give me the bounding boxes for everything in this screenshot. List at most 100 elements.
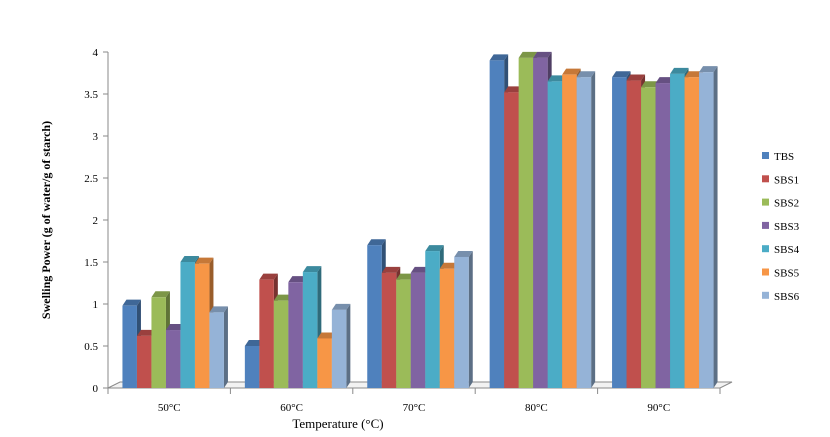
bar-front — [425, 251, 440, 388]
legend-label: SBS6 — [774, 291, 800, 303]
legend-label: SBS4 — [774, 244, 800, 256]
bar-side — [713, 66, 718, 388]
y-tick-label: 1.5 — [84, 257, 98, 269]
bar-top — [410, 266, 430, 273]
bar-top — [518, 51, 538, 58]
legend-item: SBS2 — [762, 198, 799, 210]
bar-top — [454, 250, 473, 257]
bar — [331, 303, 351, 388]
bar-front — [684, 77, 700, 388]
bar-side — [468, 250, 473, 388]
bar-top — [136, 329, 156, 336]
legend-item: SBS4 — [762, 244, 800, 256]
x-tick-label: 70°C — [403, 402, 426, 414]
bar-top — [562, 68, 581, 75]
bar-front — [533, 57, 548, 388]
bar-top — [547, 75, 567, 82]
bar — [454, 250, 473, 388]
bar-side — [223, 306, 228, 388]
bar-front — [410, 272, 426, 388]
bar-top — [533, 51, 552, 58]
bar-front — [209, 312, 224, 388]
bar-front — [259, 279, 274, 388]
bar-top — [626, 74, 646, 81]
bar-top — [244, 340, 264, 346]
bar-front — [381, 272, 397, 388]
bar-top — [122, 299, 141, 306]
bar-front — [655, 83, 671, 388]
bar-top — [259, 273, 278, 280]
bar-front — [136, 335, 152, 388]
bar-front — [396, 279, 411, 388]
bar-top — [209, 306, 228, 313]
bar-front — [122, 305, 137, 388]
legend-label: SBS1 — [774, 174, 799, 186]
y-tick-label: 3 — [93, 131, 99, 143]
legend-label: TBS — [774, 151, 794, 163]
legend-item: SBS5 — [762, 268, 800, 280]
bar-front — [244, 346, 260, 388]
bar-side — [591, 71, 596, 388]
bar-top — [396, 273, 415, 280]
bar-front — [699, 72, 714, 388]
bar-front — [180, 262, 195, 388]
legend-item: TBS — [762, 151, 794, 163]
ticks-layer: 0 0.5 1 1.5 2 2.5 3 3.5 4 50°C 60°C 70°C 80°C 90°C — [84, 47, 721, 414]
bar-side — [346, 303, 351, 388]
bar — [209, 306, 228, 388]
y-tick-label: 2.5 — [84, 173, 98, 185]
bar-top — [489, 54, 509, 61]
legend-item: SBS6 — [762, 291, 800, 303]
bar-front — [562, 74, 577, 389]
legend-swatch — [762, 291, 769, 299]
bar-top — [612, 71, 631, 78]
legend-swatch — [762, 268, 769, 276]
bar-front — [302, 272, 318, 388]
bar-front — [641, 87, 656, 388]
bar-top — [381, 266, 401, 273]
legend-swatch — [762, 221, 769, 229]
bar-top — [670, 67, 689, 74]
bar-front — [518, 57, 534, 388]
bar-top — [684, 71, 704, 78]
bar-top — [425, 245, 444, 252]
bar-top — [504, 86, 523, 93]
bar — [699, 66, 718, 388]
bar-top — [288, 276, 307, 283]
x-tick-label: 50°C — [158, 402, 181, 414]
bar-front — [165, 330, 181, 388]
y-axis-title: Swelling Power (g of water/g of starch) — [39, 121, 53, 319]
bar-front — [331, 309, 347, 388]
legend-swatch — [762, 152, 769, 159]
legend-item: SBS1 — [762, 174, 799, 186]
bar-front — [367, 245, 382, 388]
bar-front — [454, 256, 469, 388]
bar-front — [151, 297, 166, 388]
bar-top — [331, 303, 351, 310]
bar-top — [180, 256, 199, 262]
bar — [576, 71, 596, 388]
y-tick-label: 3.5 — [84, 89, 98, 101]
bar-front — [489, 60, 505, 389]
y-tick-label: 0.5 — [84, 341, 98, 353]
x-axis-title: Temperature (°C) — [292, 416, 383, 431]
bar-front — [626, 80, 642, 388]
y-tick-label: 0 — [93, 383, 99, 395]
legend-label: SBS2 — [774, 198, 799, 210]
legend-item: SBS3 — [762, 221, 800, 233]
legend: TBS SBS1 SBS2 SBS3 SBS4 SBS5 SBS6 — [762, 151, 800, 303]
bar-front — [576, 77, 592, 388]
bar-top — [273, 294, 293, 301]
legend-swatch — [762, 245, 769, 253]
bar-front — [547, 81, 563, 389]
bar-front — [670, 73, 685, 388]
y-tick-label: 2 — [93, 215, 99, 227]
x-tick-label: 90°C — [647, 402, 670, 414]
bar-front — [612, 77, 627, 388]
bar-front — [504, 92, 519, 388]
bar-top — [194, 257, 214, 264]
bar-top — [699, 66, 718, 73]
y-tick-label: 4 — [93, 47, 99, 59]
